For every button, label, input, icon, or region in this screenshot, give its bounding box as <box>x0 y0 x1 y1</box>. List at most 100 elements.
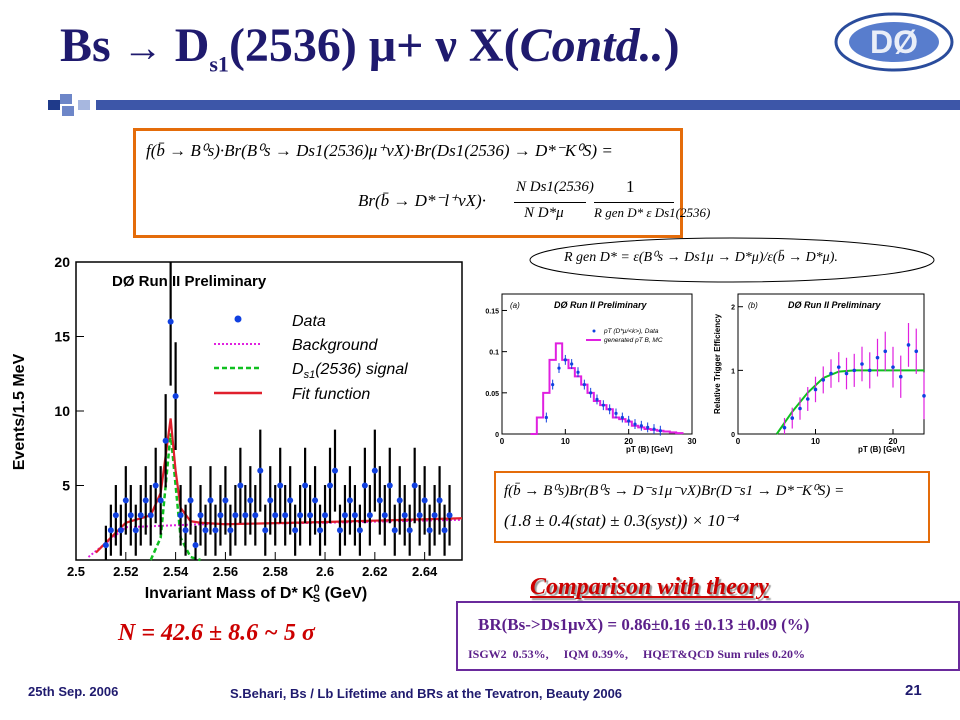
data-point <box>376 497 383 504</box>
plot-b-panel: (b) <box>748 301 758 310</box>
data-point <box>371 467 378 474</box>
x-tick-label: 2.6 <box>316 564 334 579</box>
data-point <box>821 378 826 382</box>
data-point <box>257 467 264 474</box>
footer-date: 25th Sep. 2006 <box>28 684 119 699</box>
data-point <box>836 365 841 369</box>
data-point <box>563 358 567 362</box>
plot-a-panel: (a) <box>510 301 520 310</box>
data-point <box>247 497 254 504</box>
data-point <box>277 482 284 489</box>
y-tick-label: 5 <box>62 478 70 494</box>
x-tick-label: 2.52 <box>113 564 138 579</box>
data-point <box>601 403 605 407</box>
data-point <box>396 497 403 504</box>
data-point <box>411 482 418 489</box>
data-point <box>302 482 309 489</box>
data-point <box>346 497 353 504</box>
data-point <box>608 407 612 411</box>
data-point <box>336 527 343 534</box>
data-point <box>381 512 388 519</box>
data-point <box>436 497 443 504</box>
data-point <box>157 497 164 504</box>
data-point <box>262 527 269 534</box>
mass-plot: DØ Run II Preliminary Events/1.5 MeV Inv… <box>0 246 470 608</box>
data-point <box>237 482 244 489</box>
x-tick-label: 2.56 <box>213 564 238 579</box>
data-point <box>891 365 895 369</box>
data-point <box>192 542 199 549</box>
x-tick-label: 0 <box>736 437 741 446</box>
x-tick-label: 20 <box>624 437 633 446</box>
page-number: 21 <box>905 682 922 699</box>
data-point <box>646 425 650 430</box>
mass-plot-ylabel: Events/1.5 MeV <box>11 353 28 470</box>
fraction2-bar <box>594 202 674 203</box>
result-formula-line-2: (1.8 ± 0.4(stat) ± 0.3(syst)) × 10⁻⁴ <box>504 511 740 530</box>
fraction2-denominator: R gen D* ε Ds1(2536) <box>594 205 711 220</box>
legend-signal: Ds1(2536) signal <box>292 361 408 381</box>
mass-plot-xlabel: Invariant Mass of D* K0 S (GeV) <box>145 583 368 605</box>
data-point <box>860 362 864 366</box>
data-point <box>287 497 294 504</box>
data-point <box>322 512 329 519</box>
data-point <box>297 512 304 519</box>
data-point <box>576 370 580 374</box>
x-tick-label: 2.54 <box>163 564 189 579</box>
data-point <box>446 512 453 519</box>
x-tick-label: 2.64 <box>412 564 438 579</box>
data-point <box>614 411 618 416</box>
trigger-efficiency-plot: (b) DØ Run II Preliminary Relative Trigg… <box>708 288 930 460</box>
data-point <box>207 497 214 504</box>
data-point <box>406 527 413 534</box>
data-point <box>431 512 438 519</box>
data-point <box>317 527 324 534</box>
fraction2-numerator: 1 <box>626 177 635 196</box>
x-tick-label: 0 <box>500 437 505 446</box>
data-point <box>620 415 624 420</box>
data-point <box>267 497 274 504</box>
formula-line-1: f(b̄ → B⁰s)·Br(B⁰s → Ds1(2536)μ⁺νX)·Br(D… <box>146 141 613 160</box>
branching-ratio-formula-box: f(b̄ → B⁰s)·Br(B⁰s → Ds1(2536)μ⁺νX)·Br(D… <box>133 128 710 238</box>
theory-br-line: BR(Bs->Ds1μνX) = 0.86±0.16 ±0.13 ±0.09 (… <box>478 615 810 634</box>
legend-background: Background <box>292 337 378 354</box>
data-point <box>582 382 586 387</box>
data-point <box>782 425 787 430</box>
y-tick-label: 0.1 <box>489 350 499 357</box>
y-tick-label: 1 <box>731 368 735 375</box>
plot-b-title: DØ Run II Preliminary <box>788 300 882 310</box>
y-tick-label: 0 <box>731 432 735 439</box>
theory-heading: Comparison with theory <box>530 574 769 600</box>
data-point <box>391 527 398 534</box>
data-point <box>922 394 926 398</box>
data-point <box>906 343 911 347</box>
x-tick-label: 2.62 <box>362 564 387 579</box>
data-point <box>312 497 319 504</box>
data-point <box>142 497 149 504</box>
y-tick-label: 10 <box>54 403 70 419</box>
mc-histogram <box>530 342 684 435</box>
data-point <box>805 397 810 401</box>
x-tick-label: 10 <box>561 437 570 446</box>
y-tick-label: 0 <box>495 432 499 439</box>
data-point <box>421 497 428 504</box>
data-point <box>829 371 833 376</box>
x-tick-label: 2.5 <box>67 564 85 579</box>
y-tick-label: 0.05 <box>485 391 499 398</box>
mass-plot-legend: Data Background Ds1(2536) signal Fit fun… <box>214 313 408 403</box>
data-point <box>137 512 144 519</box>
data-point <box>172 393 179 400</box>
data-point <box>152 482 159 489</box>
data-point <box>883 349 888 354</box>
data-point <box>652 427 656 431</box>
y-tick-label: 0.15 <box>485 308 499 315</box>
plot-a-legend-mc: generated pT B, MC <box>604 337 663 344</box>
data-point <box>232 512 239 519</box>
data-point <box>327 482 334 489</box>
data-point <box>386 482 393 489</box>
data-point <box>217 512 224 519</box>
data-point <box>790 416 795 420</box>
data-point <box>401 512 408 519</box>
data-point <box>102 542 109 549</box>
data-point <box>914 349 919 354</box>
